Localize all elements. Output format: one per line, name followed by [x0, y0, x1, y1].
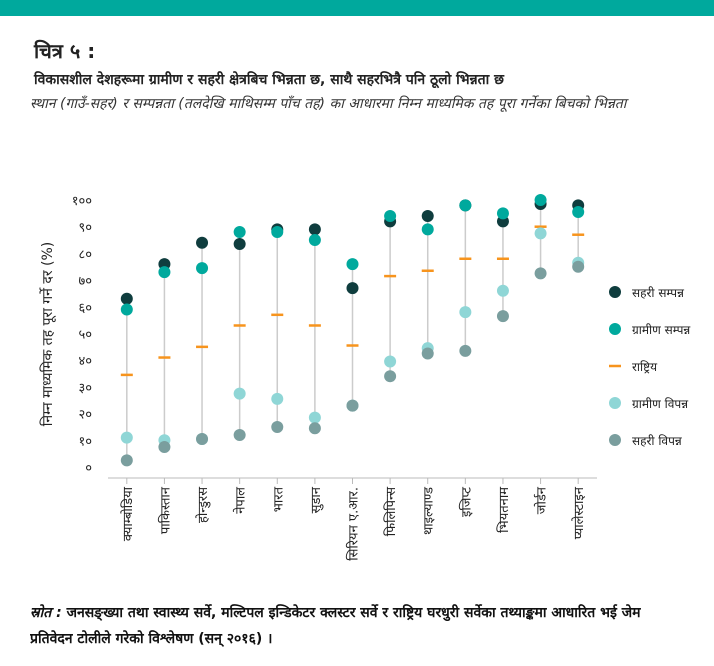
y-tick-label: ९० — [78, 221, 92, 236]
y-tick-label: ७० — [78, 274, 92, 289]
x-tick-label: सुडान — [309, 486, 324, 513]
y-tick-label: ४० — [78, 354, 92, 369]
dot — [459, 306, 472, 319]
dot — [196, 236, 209, 249]
x-tick-label: पाकिस्तान — [157, 486, 173, 534]
dot — [346, 399, 359, 412]
dot — [421, 347, 434, 360]
dot — [120, 292, 133, 305]
x-tick-label: सिरियन ए.आर. — [346, 487, 362, 561]
dot — [459, 344, 472, 357]
legend-marker — [609, 397, 621, 409]
source-label: स्रोत : — [30, 605, 62, 621]
description-box: स्थान (गाउँ-सहर) र सम्पन्नता (तलदेखि माथ… — [30, 96, 627, 112]
dot — [196, 432, 209, 445]
dot — [572, 206, 585, 219]
y-tick-label: ५० — [78, 328, 92, 343]
y-axis-label: निम्न माध्यमिक तह पूरा गर्ने दर (%) — [39, 242, 56, 426]
dot — [120, 431, 133, 444]
legend-marker — [609, 434, 621, 446]
dot — [534, 194, 547, 206]
dot — [384, 355, 397, 368]
dot — [346, 258, 359, 271]
subtitle: विकासशील देशहरूमा ग्रामीण र सहरी क्षेत्र… — [33, 71, 505, 89]
y-tick-label: ० — [85, 461, 92, 476]
source-text: स्रोत : जनसङ्ख्या तथा स्वास्थ्य सर्वे, म… — [30, 600, 680, 652]
dot — [233, 387, 246, 400]
top-bar — [0, 0, 714, 16]
dot — [421, 210, 434, 223]
dot — [233, 226, 246, 239]
legend-label: ग्रामीण सम्पन्न — [632, 323, 691, 337]
y-tick-label: ६० — [78, 301, 92, 316]
dot — [496, 207, 509, 220]
dot — [421, 223, 434, 236]
source-box: स्रोत : जनसङ्ख्या तथा स्वास्थ्य सर्वे, म… — [30, 600, 680, 652]
y-tick-label: ८० — [78, 247, 92, 262]
x-tick-label: होन्डुरस — [195, 487, 211, 523]
dot — [459, 199, 472, 212]
dot — [120, 454, 133, 467]
x-tick-label: प्यालेस्टाइन — [571, 486, 587, 539]
x-tick-label: फिलिपिन्स — [383, 487, 399, 537]
x-tick-label: इजिप्ट — [458, 487, 474, 517]
dot — [384, 210, 397, 223]
dot — [346, 282, 359, 295]
dot — [271, 226, 284, 239]
x-tick-label: नेपाल — [233, 487, 249, 514]
legend-label: सहरी सम्पन्न — [632, 286, 685, 300]
x-tick-label: भियतनाम — [496, 487, 512, 533]
dot — [534, 267, 547, 280]
x-tick-label: क्याम्बोडिया — [120, 486, 136, 541]
legend-label: सहरी विपन्न — [632, 434, 683, 448]
dot — [572, 260, 585, 273]
dot — [308, 223, 321, 236]
y-tick-label: १० — [78, 434, 92, 449]
dot — [496, 284, 509, 297]
y-tick-label: १०० — [72, 194, 92, 209]
dot — [158, 266, 171, 279]
legend-label: ग्रामीण विपन्न — [632, 397, 689, 411]
dot — [308, 411, 321, 424]
dot — [120, 303, 133, 316]
source: जनसङ्ख्या तथा स्वास्थ्य सर्वे, मल्टिपल इ… — [30, 605, 641, 647]
x-tick-label: जोर्डन — [534, 486, 550, 514]
dot — [308, 234, 321, 247]
dot — [308, 422, 321, 435]
legend-label: राष्ट्रिय — [632, 360, 658, 374]
dot — [384, 370, 397, 383]
dot — [271, 392, 284, 405]
dot — [271, 420, 284, 433]
dot — [158, 440, 171, 453]
dot — [233, 238, 246, 251]
legend-marker — [609, 286, 621, 298]
x-tick-label: भारत — [271, 486, 286, 512]
dot — [196, 262, 209, 275]
dot — [534, 227, 547, 240]
legend-marker — [609, 323, 621, 335]
y-tick-label: ३० — [78, 381, 92, 396]
x-tick-label: थाइल्याण्ड — [422, 486, 437, 535]
description: स्थान (गाउँ-सहर) र सम्पन्नता (तलदेखि माथ… — [30, 96, 627, 112]
dot — [233, 428, 246, 441]
chart-title: चित्र ५ : — [33, 39, 95, 63]
dot — [496, 310, 509, 323]
y-tick-label: २० — [78, 408, 92, 423]
